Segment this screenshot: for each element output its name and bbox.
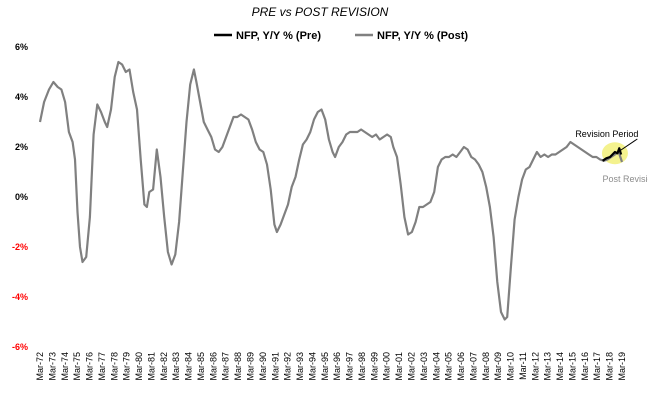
x-tick-label: Mar-11 [518,352,528,380]
y-tick-label: 0% [15,192,28,202]
annotation-revision-period: Revision Period [575,129,638,139]
x-tick-label: Mar-86 [208,352,218,381]
x-tick-label: Mar-84 [184,352,194,381]
x-tick-label: Mar-12 [530,352,540,381]
x-tick-label: Mar-78 [109,352,119,381]
x-tick-label: Mar-99 [369,352,379,381]
annotation-arrow [615,138,638,154]
series-line-pre [601,147,623,162]
x-tick-label: Mar-81 [146,352,156,381]
legend-label-post: NFP, Y/Y % (Post) [377,30,468,42]
x-tick-label: Mar-98 [357,352,367,381]
x-tick-label: Mar-75 [72,352,82,381]
legend-label-pre: NFP, Y/Y % (Pre) [236,30,321,42]
legend: NFP, Y/Y % (Pre) NFP, Y/Y % (Post) [214,30,468,42]
x-tick-label: Mar-97 [345,352,355,381]
x-tick-label: Mar-16 [580,352,590,381]
x-tick-label: Mar-09 [493,352,503,381]
x-tick-label: Mar-03 [419,352,429,381]
x-tick-label: Mar-76 [85,352,95,381]
y-tick-label: -6% [12,342,28,352]
x-tick-label: Mar-08 [481,352,491,381]
x-tick-label: Mar-90 [258,352,268,381]
x-tick-label: Mar-04 [431,352,441,381]
x-tick-label: Mar-14 [555,352,565,381]
x-tick-label: Mar-17 [592,352,602,381]
x-tick-label: Mar-74 [60,352,70,381]
x-tick-label: Mar-96 [332,352,342,381]
x-tick-label: Mar-18 [605,352,615,381]
y-tick-label: 6% [15,42,28,52]
x-tick-label: Mar-95 [320,352,330,381]
x-tick-label: Mar-13 [543,352,553,381]
x-tick-label: Mar-01 [394,352,404,381]
y-tick-label: -4% [12,292,28,302]
x-tick-label: Mar-91 [270,352,280,381]
chart-title: PRE vs POST REVISION [252,5,389,19]
y-tick-label: 4% [15,92,28,102]
x-tick-label: Mar-77 [97,352,107,381]
x-tick-label: Mar-00 [382,352,392,381]
x-tick-label: Mar-79 [122,352,132,381]
x-tick-label: Mar-15 [567,352,577,381]
x-tick-label: Mar-87 [221,352,231,381]
series-line-post [38,60,624,321]
x-tick-label: Mar-82 [159,352,169,381]
y-axis: 6% 4% 2% 0% -2% -4% -6% [12,42,28,352]
x-axis: Mar-72 Mar-73 Mar-74 Mar-75 Mar-76 Mar-77 Mar-… [35,352,627,381]
x-tick-label: Mar-19 [617,352,627,381]
x-tick-label: Mar-83 [171,352,181,381]
annotation-layer: Revision Period Post Revision [575,129,648,184]
x-tick-label: Mar-85 [196,352,206,381]
x-tick-label: Mar-02 [406,352,416,381]
x-tick-label: Mar-89 [246,352,256,381]
x-tick-label: Mar-93 [295,352,305,381]
series-layer [38,60,624,321]
x-tick-label: Mar-80 [134,352,144,381]
annotation-post-revision: Post Revision [603,174,648,184]
x-tick-label: Mar-73 [47,352,57,381]
x-tick-label: Mar-88 [233,352,243,381]
x-tick-label: Mar-72 [35,352,45,381]
y-tick-label: -2% [12,242,28,252]
x-tick-label: Mar-94 [307,352,317,381]
x-tick-label: Mar-06 [456,352,466,381]
x-tick-label: Mar-07 [468,352,478,381]
x-tick-label: Mar-92 [283,352,293,381]
x-tick-label: Mar-05 [444,352,454,381]
x-tick-label: Mar-10 [506,352,516,381]
y-tick-label: 2% [15,142,28,152]
